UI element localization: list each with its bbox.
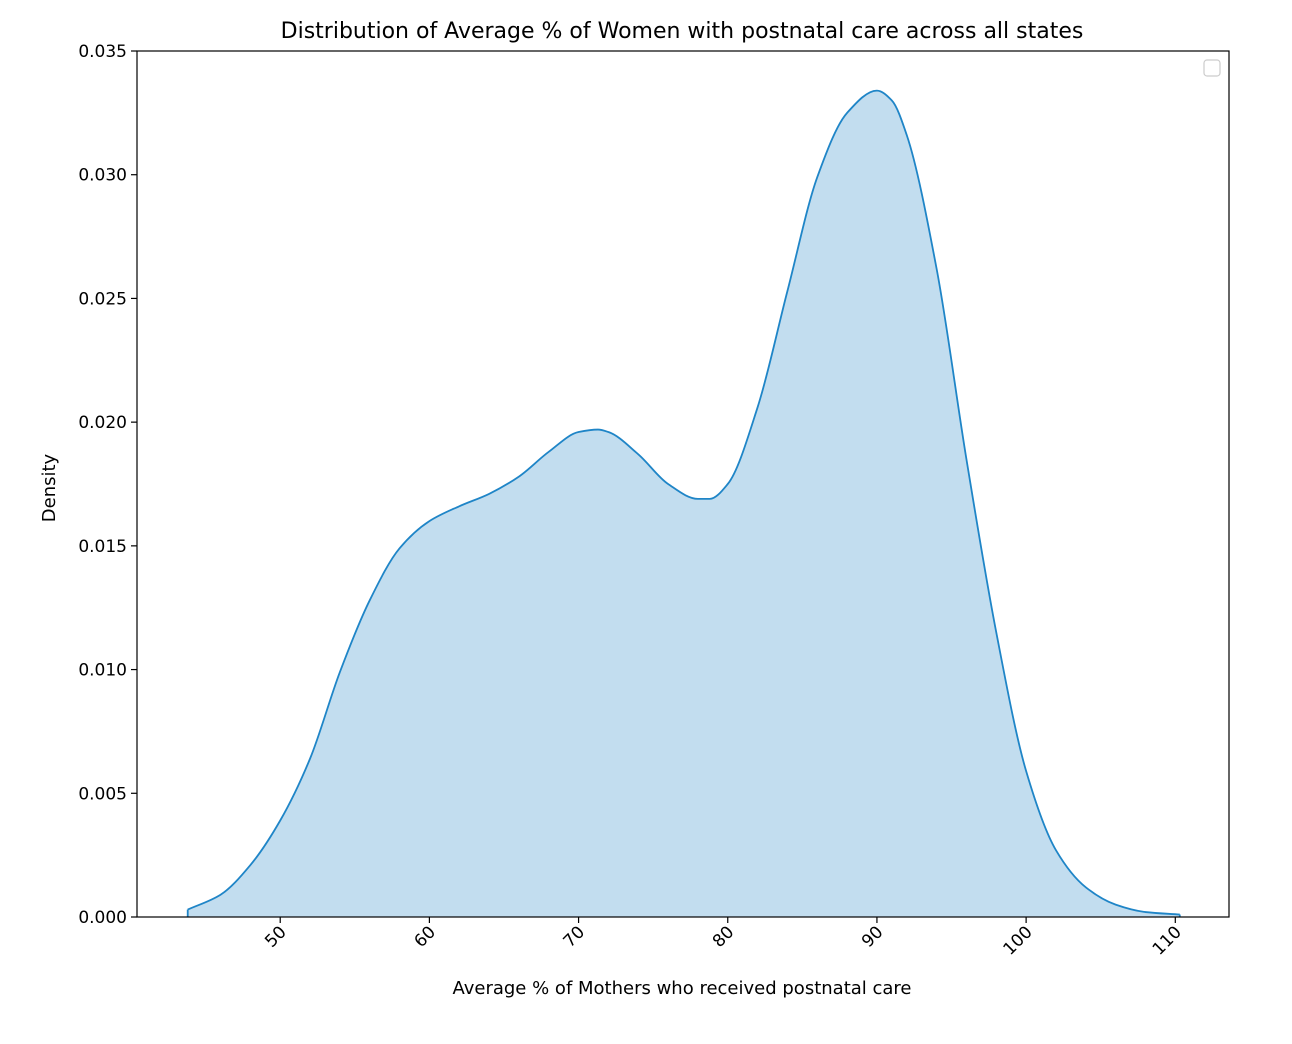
legend (1203, 59, 1221, 77)
y-tick-label: 0.015 (78, 537, 127, 557)
x-tick-label: 100 (1000, 922, 1037, 959)
y-tick-label: 0.035 (78, 42, 127, 62)
y-axis-label: Density (39, 453, 60, 522)
density-area (187, 90, 1180, 918)
y-tick-label: 0.030 (78, 166, 127, 186)
density-line (187, 89, 1180, 916)
x-tick-label: 110 (1149, 922, 1186, 959)
x-tick-label: 50 (261, 922, 290, 951)
x-tick-label: 90 (858, 922, 887, 951)
x-axis-label: Average % of Mothers who received postna… (452, 978, 911, 999)
y-tick-label: 0.010 (78, 661, 127, 681)
y-tick-label: 0.025 (78, 289, 127, 309)
y-tick-label: 0.020 (78, 413, 127, 433)
plot-area (186, 89, 1181, 918)
legend-box (1203, 59, 1221, 77)
y-tick-label: 0.000 (78, 908, 127, 928)
x-tick-label: 70 (560, 922, 589, 951)
y-tick-label: 0.005 (78, 784, 127, 804)
axes-frame (136, 50, 1230, 918)
x-tick-label: 60 (410, 922, 439, 951)
chart-title: Distribution of Average % of Women with … (281, 19, 1084, 44)
x-tick-label: 80 (709, 922, 738, 951)
